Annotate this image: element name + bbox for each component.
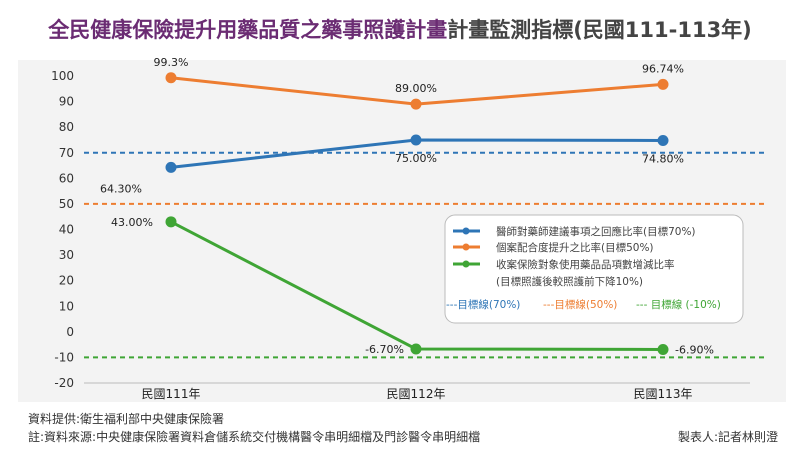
legend-label: 收案保險對象使用藥品品項數增減比率 (496, 258, 675, 271)
y-tick-label: -10 (54, 350, 74, 364)
data-point (410, 98, 422, 110)
data-point (657, 343, 669, 355)
legend-marker (462, 227, 470, 235)
y-tick-label: -20 (54, 376, 74, 390)
y-tick-label: 70 (59, 146, 74, 160)
title-part-2: 計畫監測指標(民國111-113年) (447, 18, 752, 42)
x-tick-label: 民國112年 (387, 387, 446, 401)
y-tick-label: 0 (66, 325, 74, 339)
data-label: -6.70% (365, 343, 404, 356)
y-tick-label: 30 (59, 248, 74, 262)
data-point (410, 134, 422, 146)
data-label: 75.00% (395, 152, 437, 165)
chart-title: 全民健康保險提升用藥品質之藥事照護計畫計畫監測指標(民國111-113年) (0, 14, 800, 44)
y-tick-label: 60 (59, 171, 74, 185)
legend-marker (462, 243, 470, 251)
y-tick-label: 100 (51, 69, 74, 83)
data-label: 43.00% (111, 216, 153, 229)
y-tick-label: 50 (59, 197, 74, 211)
title-part-1: 全民健康保險提升用藥品質之藥事照護計畫 (48, 18, 448, 42)
data-label: 99.3% (154, 56, 189, 69)
data-label: 89.00% (395, 82, 437, 95)
y-tick-label: 90 (59, 95, 74, 109)
x-tick-label: 民國113年 (634, 387, 693, 401)
legend-label: 醫師對藥師建議事項之回應比率(目標70%) (496, 225, 696, 238)
y-tick-label: 40 (59, 223, 74, 237)
x-tick-label: 民國111年 (142, 387, 201, 401)
data-label: 74.80% (642, 152, 684, 165)
data-point (165, 216, 177, 228)
footer-author: 製表人:記者林則澄 (677, 430, 778, 444)
legend-box (444, 214, 744, 324)
data-point (657, 78, 669, 90)
legend-target-label: --- 目標線 (-10%) (636, 298, 721, 311)
legend-marker (462, 260, 470, 268)
legend-label-line2: (目標照護後較照護前下降10%) (496, 275, 643, 288)
legend-target-label: ---目標線(50%) (543, 298, 617, 311)
data-point (165, 161, 177, 173)
legend-target-label: ---目標線(70%) (446, 298, 520, 311)
y-tick-label: 80 (59, 120, 74, 134)
legend-label: 個案配合度提升之比率(目標50%) (496, 241, 654, 254)
footer-note: 註:資料來源:中央健康保險署資料倉儲系統交付機構醫令串明細檔及門診醫令串明細檔 (28, 430, 481, 444)
y-tick-label: 20 (59, 274, 74, 288)
data-point (410, 343, 422, 355)
data-point (165, 72, 177, 84)
data-label: 64.30% (100, 182, 142, 195)
data-label: 96.74% (642, 62, 684, 75)
data-point (657, 134, 669, 146)
data-label: -6.90% (675, 343, 714, 356)
footer-source: 資料提供:衛生福利部中央健康保險署 (28, 412, 225, 426)
y-tick-label: 10 (59, 299, 74, 313)
